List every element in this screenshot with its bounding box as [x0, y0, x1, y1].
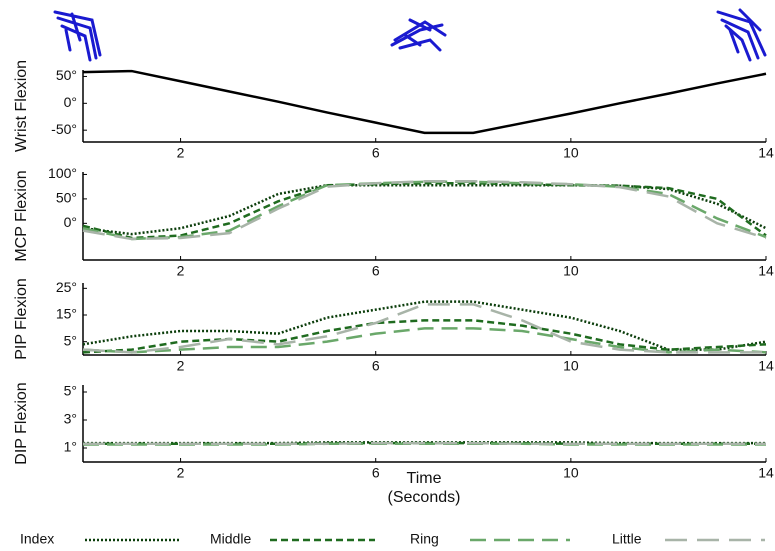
x-tick-label: 14	[758, 358, 774, 374]
x-tick-label: 10	[563, 145, 579, 161]
x-tick-label: 14	[758, 465, 774, 481]
y-tick-label: -50°	[51, 121, 77, 137]
y-axis-label: DIP Flexion	[13, 382, 30, 464]
x-tick-label: 14	[758, 263, 774, 279]
x-tick-label: 2	[177, 263, 185, 279]
y-tick-label: 1°	[64, 439, 77, 455]
y-tick-label: 15°	[56, 306, 77, 322]
y-tick-label: 50°	[56, 190, 77, 206]
series-line	[82, 303, 766, 354]
y-tick-label: 3°	[64, 411, 77, 427]
x-tick-label: 6	[372, 263, 380, 279]
y-axis-label: PIP Flexion	[13, 278, 30, 360]
y-tick-label: 25°	[56, 279, 77, 295]
y-tick-label: 0°	[64, 214, 77, 230]
legend-label: Index	[20, 531, 54, 547]
series-line	[82, 180, 767, 241]
legend-label: Middle	[210, 531, 251, 547]
series-line	[82, 180, 767, 241]
x-tick-label: 10	[563, 263, 579, 279]
series-line	[82, 319, 767, 354]
x-tick-label: 6	[372, 465, 380, 481]
y-axis-label: Wrist Flexion	[13, 60, 30, 152]
legend-label: Ring	[410, 531, 439, 547]
series-line	[82, 181, 767, 240]
x-tick-label: 2	[177, 145, 185, 161]
x-tick-label: 2	[177, 358, 185, 374]
x-tick-label: 10	[563, 465, 579, 481]
x-tick-label: 6	[372, 358, 380, 374]
x-tick-label: 14	[758, 145, 774, 161]
y-tick-label: 50°	[56, 67, 77, 83]
x-tick-label: 10	[563, 358, 579, 374]
hand-icon-middle	[390, 18, 447, 52]
series-line	[82, 327, 767, 354]
x-tick-label: 6	[372, 145, 380, 161]
series-line	[82, 183, 767, 236]
legend-label: Little	[612, 531, 642, 547]
x-axis-label: (Seconds)	[388, 489, 461, 506]
x-tick-label: 2	[177, 465, 185, 481]
hand-icon-start	[53, 10, 102, 62]
y-axis-label: MCP Flexion	[13, 170, 30, 261]
y-tick-label: 5°	[64, 332, 77, 348]
hand-icon-end	[716, 8, 767, 62]
series-line	[83, 441, 766, 446]
y-tick-label: 100°	[48, 165, 77, 181]
y-tick-label: 5°	[64, 383, 77, 399]
series-line	[82, 69, 767, 135]
y-tick-label: 0°	[64, 94, 77, 110]
x-axis-label: Time	[407, 470, 442, 487]
